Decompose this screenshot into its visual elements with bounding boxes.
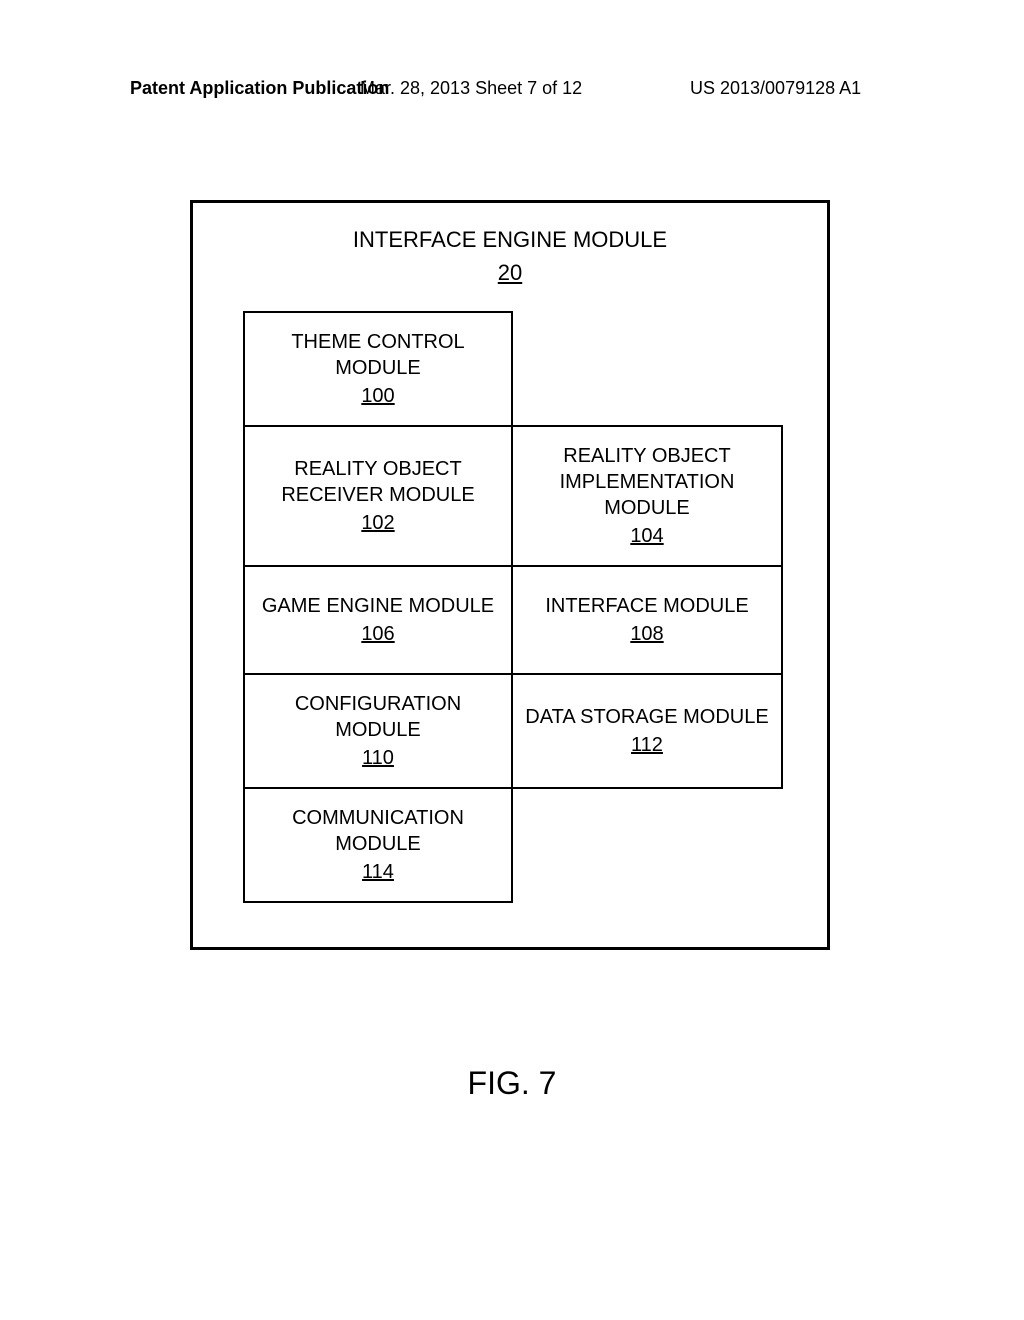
module-label: GAME ENGINE MODULE xyxy=(262,593,494,619)
container-title: INTERFACE ENGINE MODULE 20 xyxy=(193,203,827,289)
module-ref-num: 100 xyxy=(361,383,394,409)
header-patent-number: US 2013/0079128 A1 xyxy=(690,78,861,99)
module-label: REALITY OBJECT IMPLEMENTATION MODULE xyxy=(521,443,773,521)
configuration-module-box: CONFIGURATION MODULE 110 xyxy=(243,673,513,789)
module-ref-num: 112 xyxy=(631,732,663,758)
figure-label: FIG. 7 xyxy=(0,1065,1024,1102)
reality-object-implementation-module-box: REALITY OBJECT IMPLEMENTATION MODULE 104 xyxy=(511,425,783,567)
module-grid: THEME CONTROL MODULE 100 REALITY OBJECT … xyxy=(243,311,783,903)
data-storage-module-box: DATA STORAGE MODULE 112 xyxy=(511,673,783,789)
page-header: Patent Application Publication Mar. 28, … xyxy=(0,78,1024,99)
reality-object-receiver-module-box: REALITY OBJECT RECEIVER MODULE 102 xyxy=(243,425,513,567)
module-label: CONFIGURATION MODULE xyxy=(253,691,503,743)
module-ref-num: 114 xyxy=(362,859,394,885)
communication-module-box: COMMUNICATION MODULE 114 xyxy=(243,787,513,903)
game-engine-module-box: GAME ENGINE MODULE 106 xyxy=(243,565,513,675)
module-label: COMMUNICATION MODULE xyxy=(253,805,503,857)
interface-engine-module-box: INTERFACE ENGINE MODULE 20 THEME CONTROL… xyxy=(190,200,830,950)
module-ref-num: 110 xyxy=(362,745,394,771)
module-label: DATA STORAGE MODULE xyxy=(525,704,768,730)
container-title-text: INTERFACE ENGINE MODULE xyxy=(353,227,667,252)
interface-module-box: INTERFACE MODULE 108 xyxy=(511,565,783,675)
module-ref-num: 106 xyxy=(361,621,394,647)
module-ref-num: 102 xyxy=(361,510,394,536)
module-label: INTERFACE MODULE xyxy=(545,593,748,619)
module-label: THEME CONTROL MODULE xyxy=(253,329,503,381)
container-ref-num: 20 xyxy=(193,258,827,289)
module-ref-num: 104 xyxy=(630,523,663,549)
header-publication: Patent Application Publication xyxy=(130,78,389,99)
empty-cell xyxy=(513,789,783,903)
empty-cell xyxy=(513,311,783,427)
theme-control-module-box: THEME CONTROL MODULE 100 xyxy=(243,311,513,427)
module-label: REALITY OBJECT RECEIVER MODULE xyxy=(253,456,503,508)
header-date-sheet: Mar. 28, 2013 Sheet 7 of 12 xyxy=(360,78,582,99)
module-ref-num: 108 xyxy=(630,621,663,647)
